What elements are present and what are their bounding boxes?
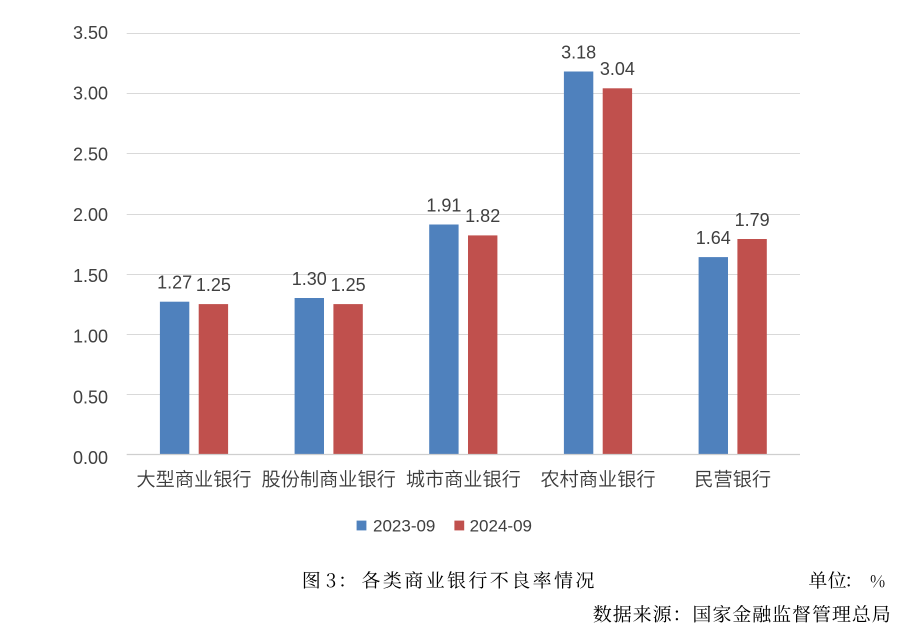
svg-text:3.18: 3.18 — [561, 42, 596, 62]
svg-text:1.82: 1.82 — [465, 206, 500, 226]
svg-text:3.04: 3.04 — [600, 59, 635, 79]
svg-text:1.25: 1.25 — [196, 275, 231, 295]
svg-text:1.30: 1.30 — [292, 269, 327, 289]
svg-text:1.25: 1.25 — [331, 275, 366, 295]
svg-text:0.50: 0.50 — [73, 387, 108, 407]
svg-text:1.27: 1.27 — [157, 273, 192, 293]
svg-text:1.00: 1.00 — [73, 327, 108, 347]
svg-text:0.00: 0.00 — [73, 448, 108, 468]
svg-text:1.91: 1.91 — [426, 195, 461, 215]
svg-text:3.50: 3.50 — [73, 23, 108, 43]
svg-text:1.64: 1.64 — [696, 228, 731, 248]
svg-text:3.00: 3.00 — [73, 84, 108, 104]
svg-text:2024-09: 2024-09 — [470, 517, 532, 536]
svg-text:2023-09: 2023-09 — [373, 517, 435, 536]
svg-text:2.50: 2.50 — [73, 145, 108, 165]
svg-text:1.79: 1.79 — [735, 210, 770, 230]
svg-text:2.00: 2.00 — [73, 205, 108, 225]
svg-text:1.50: 1.50 — [73, 266, 108, 286]
